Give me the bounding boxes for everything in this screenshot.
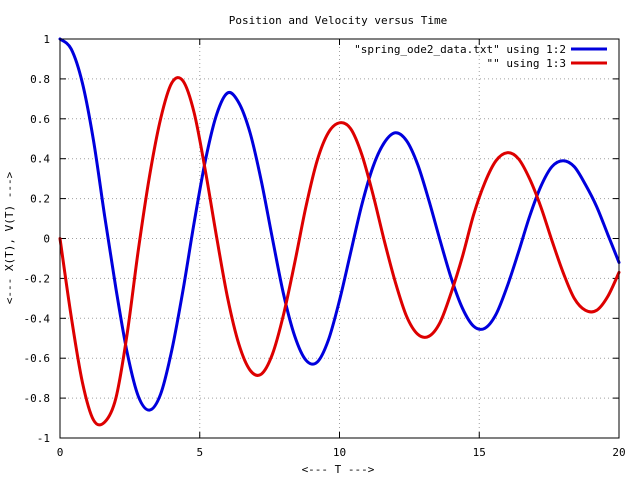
y-tick-label: 0.2 xyxy=(30,193,50,206)
legend-label-velocity: "" using 1:3 xyxy=(487,57,566,70)
y-axis-label: <--- X(T), V(T) ---> xyxy=(3,171,16,304)
plot-frame xyxy=(59,38,620,439)
y-tick-label: 0.8 xyxy=(30,73,50,86)
grid-layer xyxy=(60,39,619,438)
y-tick-label: 1 xyxy=(43,33,50,46)
y-tick-label: 0 xyxy=(43,233,50,246)
series-velocity-line xyxy=(58,76,621,427)
y-tick-label: -0.2 xyxy=(24,272,51,285)
y-tick-label: 0.4 xyxy=(30,153,50,166)
series-position-line xyxy=(58,37,621,412)
y-tick-label: -0.8 xyxy=(24,392,51,405)
y-tick-label: -0.4 xyxy=(24,312,51,325)
y-tick-label: 0.6 xyxy=(30,113,50,126)
x-tick-label: 5 xyxy=(196,446,203,459)
x-tick-label: 20 xyxy=(612,446,625,459)
tick-layer: 0 5 10 15 20 -1 -0.8 -0.6 -0.4 -0.2 0 0.2 0.4 0.6 0.8 1 xyxy=(24,33,626,459)
series-layer xyxy=(58,37,621,427)
legend: "spring_ode2_data.txt" using 1:2 "" usin… xyxy=(354,43,607,70)
y-tick-label: -0.6 xyxy=(24,352,51,365)
legend-label-position: "spring_ode2_data.txt" using 1:2 xyxy=(354,43,566,56)
x-tick-label: 10 xyxy=(333,446,346,459)
chart-title: Position and Velocity versus Time xyxy=(229,14,448,27)
x-axis-label: <--- T ---> xyxy=(302,463,375,476)
x-tick-label: 15 xyxy=(473,446,486,459)
x-tick-label: 0 xyxy=(57,446,64,459)
y-tick-label: -1 xyxy=(37,432,50,445)
